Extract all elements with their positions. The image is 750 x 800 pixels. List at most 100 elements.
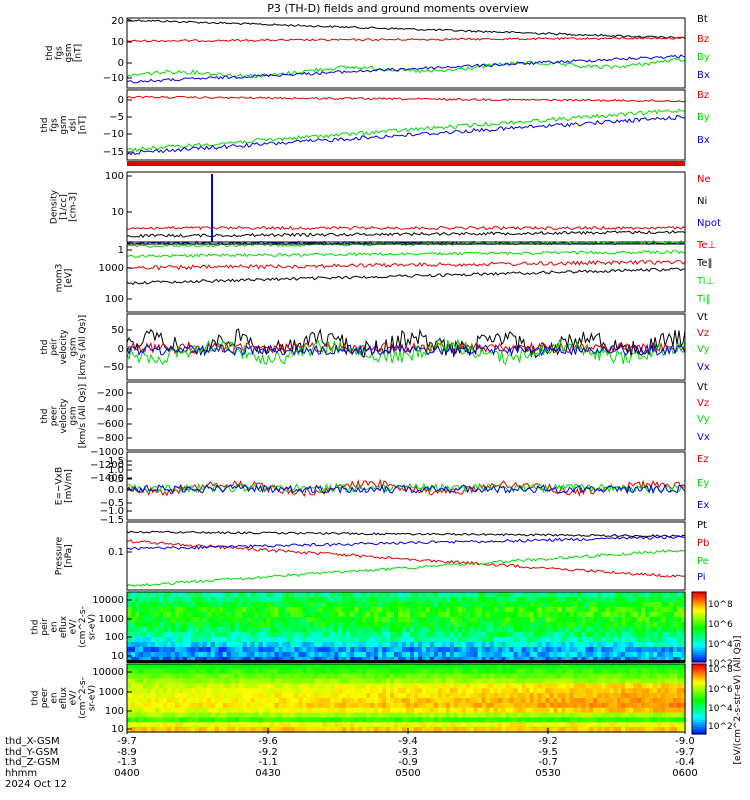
heatmap-cell — [649, 678, 654, 685]
heatmap-cell — [425, 717, 431, 723]
heatmap-cell — [681, 647, 686, 653]
heatmap-cell — [437, 668, 443, 675]
heatmap-cell — [166, 707, 172, 714]
heatmap-cell — [485, 602, 491, 608]
heatmap-cell — [274, 668, 280, 675]
heatmap-cell — [354, 652, 359, 658]
heatmap-cell — [505, 597, 511, 603]
heatmap-cell — [135, 693, 140, 699]
heatmap-cell — [418, 668, 423, 675]
heatmap-cell — [218, 617, 224, 623]
colorbar-cell — [692, 596, 706, 600]
heatmap-cell — [649, 657, 654, 663]
heatmap-cell — [166, 664, 172, 670]
heatmap-cell — [497, 607, 503, 613]
heatmap-cell — [637, 664, 642, 670]
heatmap-cell — [465, 683, 471, 689]
heatmap-cell — [621, 688, 626, 694]
heatmap-cell — [485, 668, 491, 675]
heatmap-cell — [298, 637, 303, 643]
heatmap-cell — [493, 698, 499, 704]
heatmap-cell — [609, 712, 614, 719]
heatmap-cell — [234, 722, 240, 728]
heatmap-cell — [585, 702, 590, 709]
y-axis-label: (cm^2-s- — [78, 606, 88, 648]
heatmap-cell — [274, 627, 280, 633]
heatmap-cell — [585, 657, 590, 663]
heatmap-cell — [390, 664, 395, 670]
heatmap-cell — [557, 698, 563, 704]
heatmap-cell — [418, 597, 423, 603]
heatmap-cell — [142, 597, 148, 603]
heatmap-cell — [278, 642, 284, 648]
heatmap-cell — [621, 632, 626, 638]
heatmap-cell — [278, 592, 284, 598]
heatmap-cell — [533, 632, 539, 638]
heatmap-cell — [266, 717, 272, 723]
heatmap-cell — [541, 678, 547, 685]
heatmap-cell — [382, 698, 387, 704]
heatmap-cell — [645, 727, 650, 733]
heatmap-cell — [358, 698, 363, 704]
heatmap-cell — [414, 722, 419, 728]
heatmap-cell — [605, 698, 610, 704]
heatmap-cell — [290, 668, 295, 675]
heatmap-cell — [366, 642, 371, 648]
heatmap-cell — [469, 722, 475, 728]
heatmap-cell — [489, 657, 495, 663]
heatmap-cell — [621, 712, 626, 719]
heatmap-cell — [382, 652, 387, 658]
heatmap-cell — [294, 642, 299, 648]
heatmap-cell — [481, 673, 487, 680]
heatmap-cell — [533, 717, 539, 723]
heatmap-cell — [633, 707, 638, 714]
heatmap-cell — [178, 727, 184, 733]
heatmap-cell — [633, 612, 638, 618]
heatmap-cell — [194, 627, 200, 633]
heatmap-cell — [338, 592, 343, 598]
heatmap-cell — [250, 712, 256, 719]
heatmap-cell — [326, 597, 331, 603]
heatmap-cell — [258, 722, 264, 728]
heatmap-cell — [549, 652, 555, 658]
heatmap-cell — [362, 683, 367, 689]
heatmap-cell — [158, 683, 164, 689]
heatmap-cell — [573, 722, 578, 728]
heatmap-cell — [537, 642, 543, 648]
heatmap-cell — [577, 693, 582, 699]
colorbar-cell — [692, 666, 706, 670]
heatmap-cell — [617, 664, 622, 670]
heatmap-cell — [358, 688, 363, 694]
heatmap-cell — [222, 688, 228, 694]
heatmap-cell — [322, 652, 327, 658]
heatmap-cell — [509, 642, 515, 648]
heatmap-cell — [150, 722, 156, 728]
heatmap-cell — [410, 602, 415, 608]
heatmap-cell — [617, 632, 622, 638]
x-tick-hhmm: 0430 — [255, 768, 280, 779]
heatmap-cell — [529, 622, 535, 628]
heatmap-cell — [302, 602, 307, 608]
heatmap-cell — [158, 602, 164, 608]
legend-Bz: Bz — [697, 34, 709, 45]
heatmap-cell — [258, 668, 264, 675]
heatmap-cell — [665, 683, 670, 689]
heatmap-cell — [609, 637, 614, 643]
heatmap-cell — [322, 664, 327, 670]
heatmap-cell — [250, 602, 256, 608]
heatmap-cell — [382, 607, 387, 613]
trace-Ex — [126, 483, 686, 495]
heatmap-cell — [146, 617, 152, 623]
heatmap-cell — [525, 688, 531, 694]
heatmap-cell — [290, 673, 295, 680]
heatmap-cell — [525, 592, 531, 598]
heatmap-cell — [298, 647, 303, 653]
heatmap-cell — [370, 637, 375, 643]
heatmap-cell — [202, 688, 208, 694]
heatmap-cell — [234, 597, 240, 603]
heatmap-cell — [310, 673, 315, 680]
heatmap-cell — [673, 664, 678, 670]
heatmap-cell — [318, 642, 323, 648]
heatmap-cell — [549, 673, 555, 680]
heatmap-cell — [370, 642, 375, 648]
